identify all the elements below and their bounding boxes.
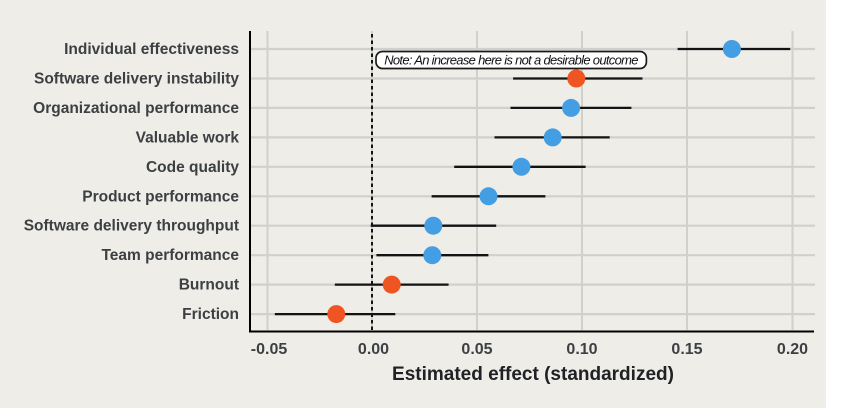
svg-text:Friction: Friction bbox=[182, 306, 239, 323]
svg-text:Team performance: Team performance bbox=[101, 247, 239, 264]
svg-text:Software delivery instability: Software delivery instability bbox=[34, 71, 239, 88]
svg-text:Note: An increase here is not: Note: An increase here is not a desirabl… bbox=[384, 53, 638, 68]
svg-text:Burnout: Burnout bbox=[179, 277, 239, 294]
svg-text:0.20: 0.20 bbox=[777, 341, 808, 358]
svg-text:0.00: 0.00 bbox=[358, 341, 389, 358]
svg-text:0.10: 0.10 bbox=[566, 341, 597, 358]
svg-text:Individual effectiveness: Individual effectiveness bbox=[64, 41, 239, 58]
svg-text:Code quality: Code quality bbox=[146, 159, 239, 176]
svg-text:Valuable work: Valuable work bbox=[136, 129, 240, 146]
svg-text:Organizational performance: Organizational performance bbox=[33, 100, 239, 117]
svg-text:0.15: 0.15 bbox=[671, 341, 702, 358]
svg-text:0.05: 0.05 bbox=[461, 341, 492, 358]
svg-text:-0.05: -0.05 bbox=[251, 341, 288, 358]
svg-text:Software delivery throughput: Software delivery throughput bbox=[24, 218, 239, 235]
svg-text:Estimated effect (standardized: Estimated effect (standardized) bbox=[392, 364, 674, 385]
svg-text:Product performance: Product performance bbox=[82, 188, 239, 205]
